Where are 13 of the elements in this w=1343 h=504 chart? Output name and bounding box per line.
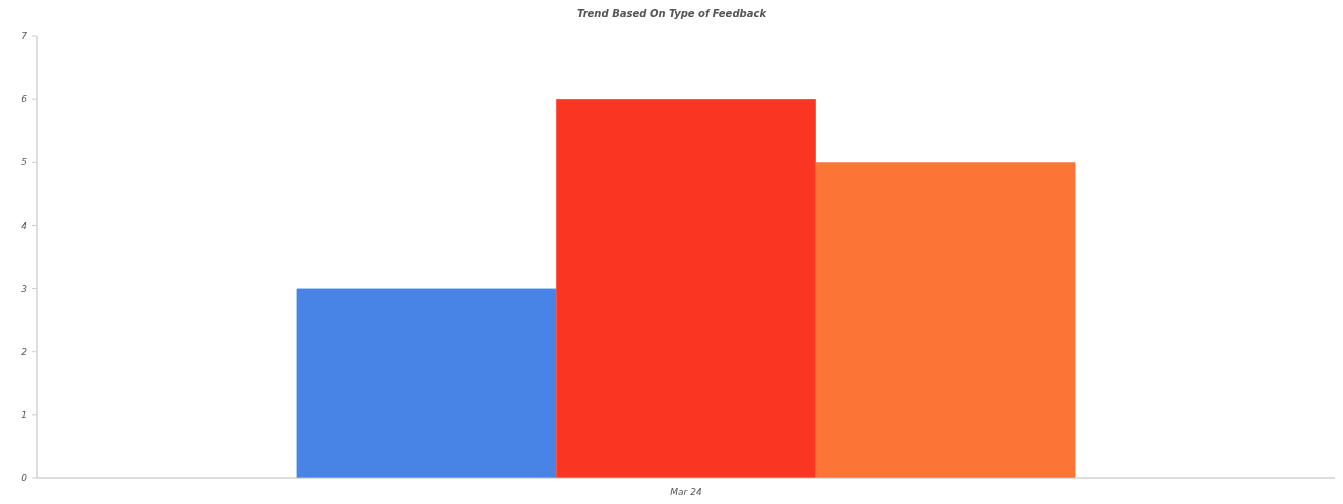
y-tick-label: 6 — [21, 94, 28, 105]
y-tick-label: 7 — [21, 31, 28, 42]
x-tick-label: Mar 24 — [670, 487, 702, 497]
bar — [815, 162, 1076, 478]
y-tick-label: 2 — [21, 346, 28, 357]
bar — [296, 288, 557, 478]
y-tick-label: 1 — [21, 410, 27, 421]
y-tick-label: 4 — [21, 220, 28, 231]
y-tick-label: 0 — [21, 473, 28, 484]
y-tick-label: 3 — [21, 283, 28, 294]
chart-title: Trend Based On Type of Feedback — [576, 8, 768, 19]
bar — [556, 99, 816, 478]
y-tick-label: 5 — [21, 157, 28, 168]
